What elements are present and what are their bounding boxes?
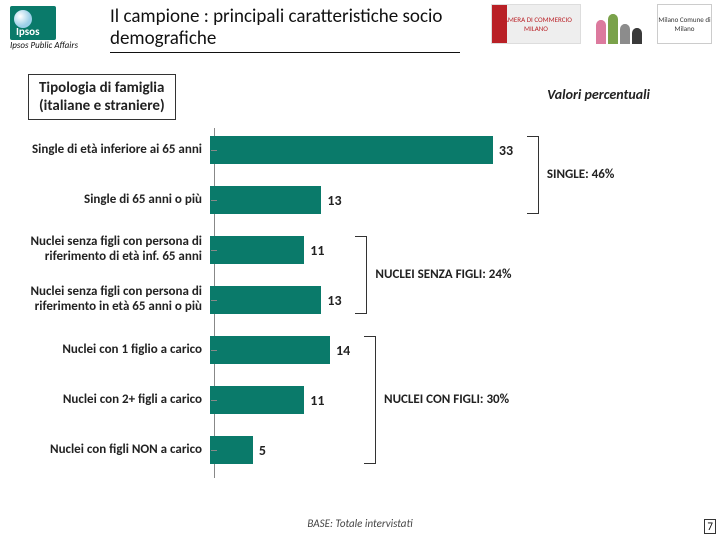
axis-tick xyxy=(211,200,217,201)
chart-bar xyxy=(210,286,321,314)
chart-row: Nuclei senza figli con persona di riferi… xyxy=(18,278,528,322)
chart-row-label: Nuclei con figli NON a carico xyxy=(18,443,210,458)
chart-row: Nuclei con figli NON a carico 5 xyxy=(18,428,528,472)
chart-bar xyxy=(210,336,330,364)
axis-tick xyxy=(211,300,217,301)
chart-bar-value: 13 xyxy=(327,192,341,209)
page-title: Il campione : principali caratteristiche… xyxy=(110,6,460,53)
axis-tick xyxy=(211,450,217,451)
chart-row: Nuclei senza figli con persona di riferi… xyxy=(18,228,528,272)
chart-row: Single di età inferiore ai 65 anni 33 xyxy=(18,128,528,172)
partner-logos: CAMERA DI COMMERCIO MILANO Milano Comune… xyxy=(491,4,712,44)
chart-row-label: Nuclei con 1 figlio a carico xyxy=(18,343,210,358)
chart-row-label: Nuclei senza figli con persona di riferi… xyxy=(18,235,210,265)
base-footnote: BASE: Totale intervistati xyxy=(307,517,412,530)
chart-row-label: Nuclei senza figli con persona di riferi… xyxy=(18,285,210,315)
chart-subtitle-box: Tipologia di famiglia (italiane e strani… xyxy=(28,74,176,120)
ipsos-subtitle: Ipsos Public Affairs xyxy=(10,40,110,51)
chart-bar-value: 14 xyxy=(336,342,350,359)
chart-bar-value: 11 xyxy=(310,392,324,409)
chart-row: Single di 65 anni o più 13 xyxy=(18,178,528,222)
chart-bar xyxy=(210,136,493,164)
comune-milano-logo-icon: Milano Comune di Milano xyxy=(657,4,712,44)
ipsos-logo-icon xyxy=(10,6,56,40)
group-bracket xyxy=(355,236,367,314)
axis-tick xyxy=(211,350,217,351)
family-type-bar-chart: Single di età inferiore ai 65 anni33Sing… xyxy=(18,128,528,478)
chart-bar xyxy=(210,236,304,264)
chart-bar xyxy=(210,186,321,214)
chart-bar-value: 5 xyxy=(259,442,266,459)
axis-tick xyxy=(211,150,217,151)
chart-subtitle-line2: (italiane e straniere) xyxy=(39,97,165,115)
group-bracket xyxy=(527,136,539,214)
camera-commercio-logo-icon: CAMERA DI COMMERCIO MILANO xyxy=(491,4,581,44)
chart-bar-value: 13 xyxy=(327,292,341,309)
family-icon xyxy=(589,4,649,44)
group-label: NUCLEI CON FIGLI: 30% xyxy=(384,392,509,407)
chart-row-label: Nuclei con 2+ figli a carico xyxy=(18,393,210,408)
chart-bar xyxy=(210,386,304,414)
axis-tick xyxy=(211,250,217,251)
chart-bar-value: 33 xyxy=(499,142,513,159)
group-bracket xyxy=(364,336,376,464)
valori-percentuali-label: Valori percentuali xyxy=(547,86,650,103)
group-label: SINGLE: 46% xyxy=(547,167,614,182)
axis-tick xyxy=(211,400,217,401)
chart-row-label: Single di 65 anni o più xyxy=(18,193,210,208)
group-label: NUCLEI SENZA FIGLI: 24% xyxy=(375,267,511,282)
chart-subtitle-line1: Tipologia di famiglia xyxy=(39,79,165,97)
chart-bar-value: 11 xyxy=(310,242,324,259)
chart-row-label: Single di età inferiore ai 65 anni xyxy=(18,143,210,158)
chart-row: Nuclei con 1 figlio a carico 14 xyxy=(18,328,528,372)
page-number: 7 xyxy=(704,519,716,534)
